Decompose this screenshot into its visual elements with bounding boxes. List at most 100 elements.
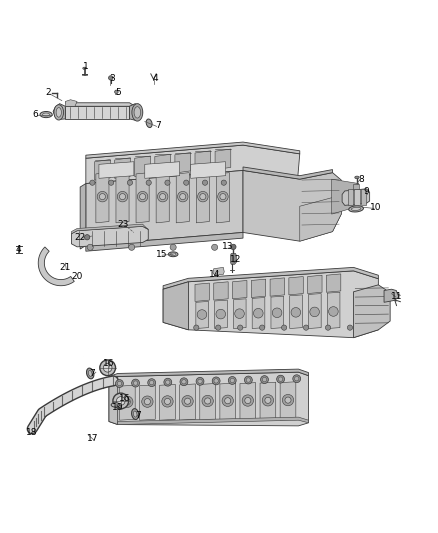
Circle shape (184, 398, 191, 404)
Polygon shape (159, 384, 175, 420)
Circle shape (279, 377, 283, 381)
Circle shape (237, 325, 243, 330)
Polygon shape (176, 173, 189, 223)
Text: 3: 3 (109, 74, 115, 83)
Text: 4: 4 (15, 245, 21, 254)
Polygon shape (130, 103, 143, 120)
Circle shape (293, 375, 300, 383)
Polygon shape (230, 253, 237, 264)
Circle shape (97, 191, 108, 202)
Ellipse shape (351, 207, 361, 211)
Circle shape (291, 308, 300, 317)
Polygon shape (251, 279, 266, 297)
Circle shape (205, 398, 211, 404)
Circle shape (198, 379, 202, 384)
Circle shape (304, 325, 309, 330)
Circle shape (212, 377, 220, 385)
Circle shape (90, 180, 95, 185)
Ellipse shape (146, 119, 152, 127)
Polygon shape (195, 151, 211, 171)
Polygon shape (214, 282, 228, 300)
Circle shape (285, 397, 291, 403)
Polygon shape (332, 179, 359, 214)
Circle shape (294, 376, 299, 381)
Circle shape (164, 378, 172, 386)
Circle shape (85, 235, 90, 240)
Circle shape (231, 244, 236, 249)
Polygon shape (71, 227, 148, 247)
Polygon shape (361, 189, 366, 205)
Circle shape (134, 381, 138, 385)
Text: 14: 14 (209, 270, 220, 279)
Ellipse shape (132, 103, 143, 121)
Circle shape (146, 180, 151, 185)
Polygon shape (80, 183, 86, 249)
Polygon shape (354, 189, 360, 205)
Circle shape (228, 376, 236, 384)
Text: 23: 23 (117, 220, 129, 229)
Circle shape (117, 381, 122, 386)
Polygon shape (86, 232, 243, 251)
Text: 18: 18 (26, 428, 38, 437)
Circle shape (117, 397, 125, 405)
Ellipse shape (168, 252, 178, 257)
Circle shape (177, 191, 188, 202)
Circle shape (87, 244, 93, 251)
Polygon shape (240, 383, 256, 420)
Circle shape (116, 379, 124, 387)
Circle shape (202, 180, 208, 185)
Circle shape (138, 191, 148, 202)
Circle shape (159, 193, 166, 200)
Circle shape (182, 395, 193, 407)
Circle shape (140, 193, 146, 200)
Text: 22: 22 (74, 233, 86, 242)
Polygon shape (65, 106, 130, 119)
Polygon shape (116, 173, 129, 223)
Text: 15: 15 (155, 250, 167, 259)
Polygon shape (307, 275, 322, 294)
Polygon shape (135, 156, 150, 176)
Polygon shape (109, 369, 308, 379)
Text: 13: 13 (222, 243, 233, 252)
Circle shape (265, 397, 271, 403)
Polygon shape (348, 189, 353, 205)
Circle shape (235, 309, 244, 318)
Circle shape (262, 394, 274, 406)
Text: 7: 7 (135, 411, 141, 421)
Circle shape (182, 379, 186, 384)
Circle shape (216, 309, 226, 319)
Circle shape (310, 307, 319, 317)
Circle shape (164, 398, 170, 405)
Text: 6: 6 (32, 110, 38, 119)
Text: 7: 7 (155, 121, 161, 130)
Ellipse shape (170, 253, 176, 256)
Polygon shape (353, 285, 390, 338)
Polygon shape (215, 300, 227, 328)
Polygon shape (163, 271, 378, 338)
Circle shape (115, 90, 118, 94)
Text: 16: 16 (103, 359, 115, 368)
Polygon shape (156, 173, 169, 223)
Polygon shape (65, 103, 135, 106)
Ellipse shape (111, 403, 120, 407)
Circle shape (244, 376, 252, 384)
Circle shape (180, 193, 186, 200)
Polygon shape (213, 268, 224, 275)
Circle shape (103, 364, 112, 372)
Polygon shape (38, 247, 74, 286)
Circle shape (200, 193, 206, 200)
Ellipse shape (56, 108, 61, 117)
Circle shape (149, 381, 154, 385)
Polygon shape (243, 171, 341, 241)
Circle shape (218, 191, 228, 202)
Text: 16: 16 (120, 394, 131, 403)
Polygon shape (140, 385, 155, 420)
Polygon shape (289, 277, 303, 295)
Circle shape (254, 309, 263, 318)
Circle shape (196, 377, 204, 385)
Text: 20: 20 (71, 272, 83, 280)
Circle shape (325, 325, 331, 330)
Circle shape (99, 193, 106, 200)
Circle shape (100, 360, 116, 376)
Circle shape (277, 375, 285, 383)
